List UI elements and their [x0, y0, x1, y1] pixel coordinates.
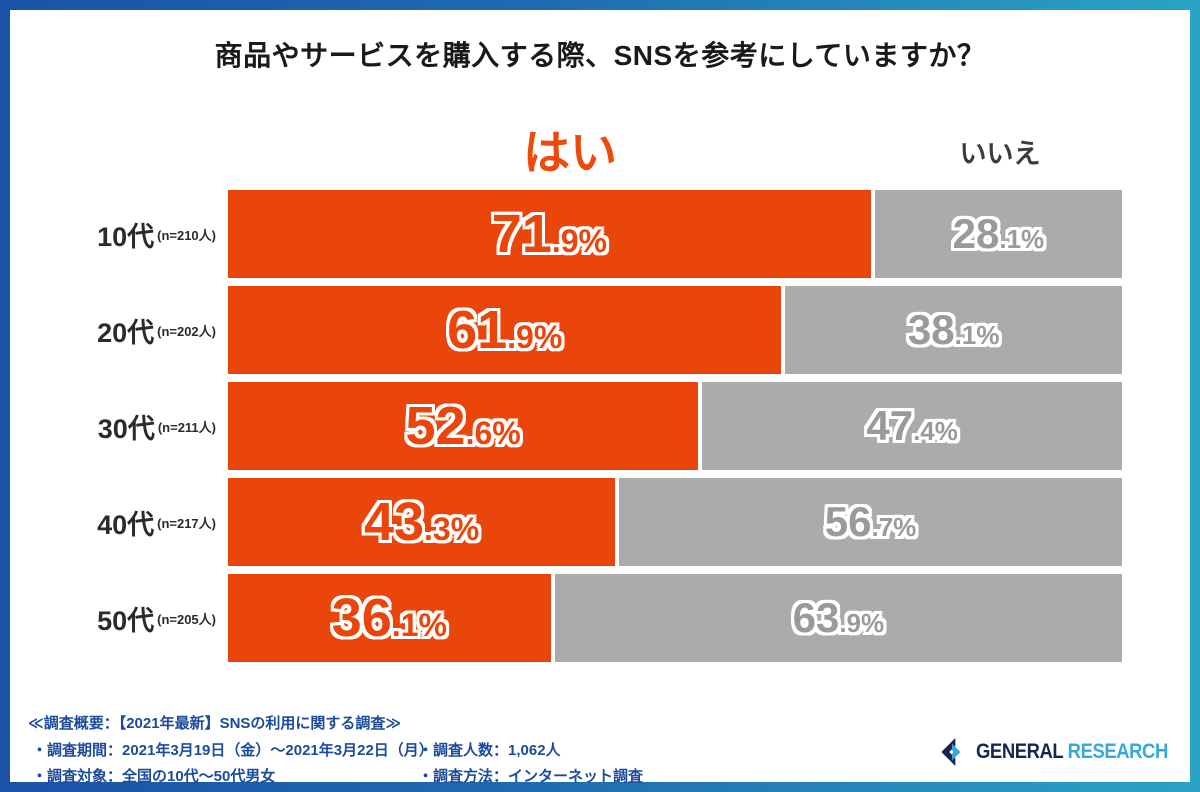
legend-no-label: いいえ — [959, 139, 1041, 169]
row-label: 40代 (n=217人) — [20, 478, 228, 566]
page-background: 商品やサービスを購入する際、SNSを参考にしていますか？ はい いいえ 10代 … — [10, 10, 1190, 785]
general-research-logo-text: GENERAL RESEARCH — [976, 740, 1168, 764]
value-label-yes: 61.9% — [447, 300, 563, 360]
chart-row-10s: 10代 (n=210人) 71.9% 28.1% — [20, 190, 1122, 278]
bar-segment-yes: 61.9% — [228, 286, 782, 374]
bar-segment-no: 28.1% — [874, 190, 1122, 278]
age-group-label: 40代 — [97, 509, 155, 540]
row-label: 10代 (n=210人) — [20, 190, 228, 278]
value-label-no: 56.7% — [824, 498, 917, 545]
chart-row-50s: 50代 (n=205人) 36.1% 63.9% — [20, 574, 1122, 662]
value-label-yes: 36.1% — [331, 588, 447, 648]
value-label-no: 63.9% — [792, 594, 885, 641]
row-label: 50代 (n=205人) — [20, 574, 228, 662]
value-label-no: 28.1% — [952, 210, 1045, 257]
value-label-no: 38.1% — [907, 306, 1000, 353]
survey-respondents: ・調査人数：1,062人 — [418, 742, 561, 759]
bar-segment-no: 63.9% — [554, 574, 1122, 662]
bar-segment-yes: 43.3% — [228, 478, 616, 566]
age-group-label: 20代 — [97, 317, 155, 348]
age-group-label: 50代 — [97, 605, 155, 636]
sample-size-label: (n=217人) — [157, 515, 216, 531]
age-group-label: 10代 — [97, 221, 155, 252]
value-label-yes: 43.3% — [363, 492, 480, 552]
general-research-logo: GENERAL RESEARCH — [938, 718, 1194, 786]
sample-size-label: (n=210人) — [157, 227, 216, 243]
chart-row-30s: 30代 (n=211人) 52.6% 47.4% — [20, 382, 1122, 470]
bar-track: 71.9% 28.1% — [228, 190, 1122, 278]
age-group-label: 30代 — [97, 413, 155, 444]
bar-segment-no: 47.4% — [702, 382, 1122, 470]
bar-segment-yes: 71.9% — [228, 190, 871, 278]
legend-yes-label: はい — [523, 126, 617, 179]
chart-row-20s: 20代 (n=202人) 61.9% 38.1% — [20, 286, 1122, 374]
chart-row-40s: 40代 (n=217人) 43.3% 56.7% — [20, 478, 1122, 566]
sample-size-label: (n=202人) — [157, 323, 216, 339]
general-research-logo-icon — [941, 738, 961, 766]
survey-target: ・調査対象：全国の10代～50代男女 — [32, 768, 276, 785]
stacked-bar-chart: 10代 (n=210人) 71.9% 28.1% 20代 (n=202人) — [20, 190, 1122, 670]
bar-segment-no: 56.7% — [619, 478, 1122, 566]
survey-summary-title: ≪調査概要：【2021年最新】SNSの利用に関する調査≫ — [28, 715, 402, 732]
survey-period: ・調査期間：2021年3月19日（金）～2021年3月22日（月） — [32, 742, 434, 759]
sample-size-label: (n=205人) — [157, 611, 216, 627]
value-label-yes: 71.9% — [491, 204, 607, 264]
value-label-yes: 52.6% — [405, 396, 521, 456]
bar-segment-no: 38.1% — [785, 286, 1122, 374]
row-label: 20代 (n=202人) — [20, 286, 228, 374]
bar-track: 61.9% 38.1% — [228, 286, 1122, 374]
row-label: 30代 (n=211人) — [20, 382, 228, 470]
logo-word-research: RESEARCH — [1067, 740, 1169, 763]
value-label-no: 47.4% — [866, 402, 958, 449]
logo-word-general: GENERAL — [975, 740, 1064, 763]
survey-method: ・調査方法：インターネット調査 — [418, 768, 644, 785]
bar-track: 43.3% 56.7% — [228, 478, 1122, 566]
bar-track: 36.1% 63.9% — [228, 574, 1122, 662]
page-title: 商品やサービスを購入する際、SNSを参考にしていますか？ — [214, 40, 986, 71]
bar-segment-yes: 52.6% — [228, 382, 699, 470]
bar-track: 52.6% 47.4% — [228, 382, 1122, 470]
bar-segment-yes: 36.1% — [228, 574, 551, 662]
sample-size-label: (n=211人) — [157, 419, 216, 435]
